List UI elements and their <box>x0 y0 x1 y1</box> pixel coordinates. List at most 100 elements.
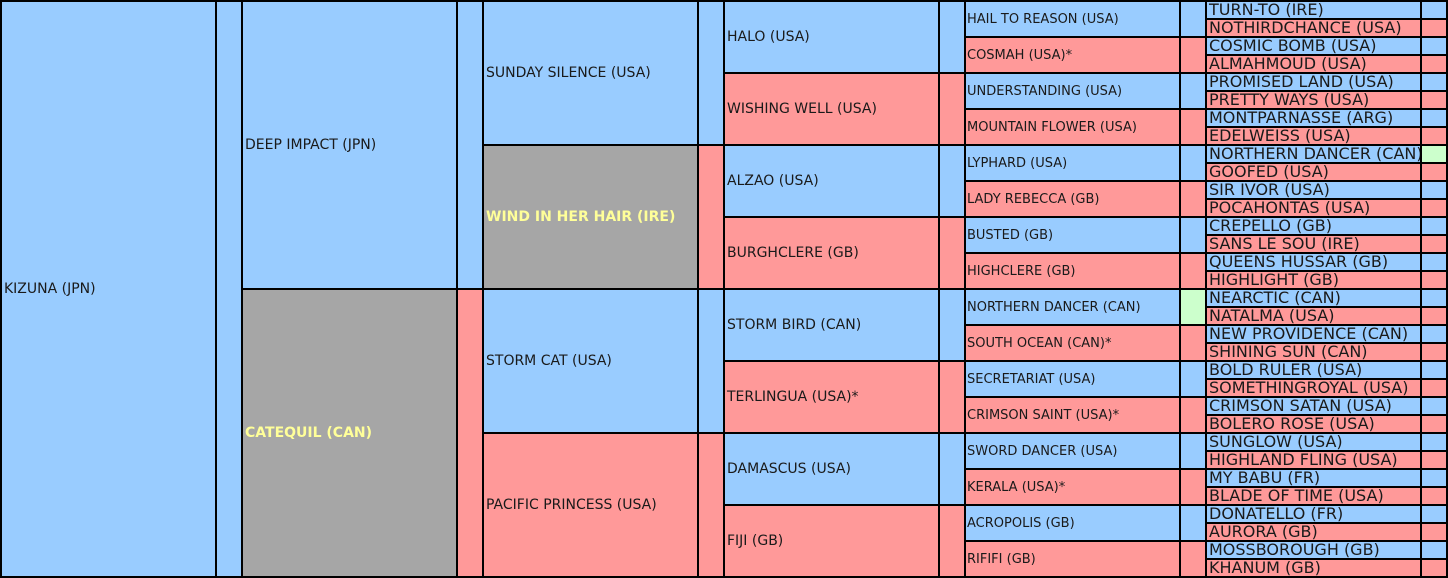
pedigree-cell-g3: STORM CAT (USA) <box>484 290 697 432</box>
horse-name: SUNDAY SILENCE (USA) <box>486 65 651 81</box>
pedigree-cell-g6: COSMIC BOMB (USA) <box>1207 38 1420 54</box>
pedigree-spacer <box>699 290 723 432</box>
pedigree-cell-g6: PROMISED LAND (USA) <box>1207 74 1420 90</box>
pedigree-spacer <box>1422 110 1446 126</box>
horse-name: KIZUNA (JPN) <box>4 281 96 297</box>
pedigree-cell-g6: HIGHLIGHT (GB) <box>1207 272 1420 288</box>
horse-name: HIGHCLERE (GB) <box>967 263 1076 279</box>
pedigree-spacer <box>1422 560 1446 576</box>
pedigree-spacer <box>1181 506 1205 540</box>
pedigree-spacer <box>1422 398 1446 414</box>
horse-name: WIND IN HER HAIR (IRE) <box>486 209 676 225</box>
pedigree-cell-g4: TERLINGUA (USA)* <box>725 362 938 432</box>
pedigree-spacer <box>1422 56 1446 72</box>
pedigree-cell-g3: WIND IN HER HAIR (IRE) <box>484 146 697 288</box>
pedigree-spacer <box>1422 524 1446 540</box>
horse-name: WISHING WELL (USA) <box>727 101 877 117</box>
pedigree-spacer <box>940 506 964 576</box>
horse-name: BOLD RULER (USA) <box>1209 362 1363 378</box>
horse-name: NEARCTIC (CAN) <box>1209 290 1341 306</box>
pedigree-cell-g5: CRIMSON SAINT (USA)* <box>966 398 1179 432</box>
pedigree-spacer <box>1181 398 1205 432</box>
horse-name: ALMAHMOUD (USA) <box>1209 56 1367 72</box>
pedigree-cell-g6: SANS LE SOU (IRE) <box>1207 236 1420 252</box>
pedigree-cell-g6: EDELWEISS (USA) <box>1207 128 1420 144</box>
pedigree-spacer <box>1181 254 1205 288</box>
horse-name: BOLERO ROSE (USA) <box>1209 416 1375 432</box>
pedigree-spacer <box>1422 2 1446 18</box>
pedigree-spacer <box>1422 200 1446 216</box>
pedigree-spacer <box>1422 434 1446 450</box>
horse-name: PRETTY WAYS (USA) <box>1209 92 1370 108</box>
pedigree-cell-g6: CRIMSON SATAN (USA) <box>1207 398 1420 414</box>
pedigree-spacer <box>1181 182 1205 216</box>
horse-name: COSMAH (USA)* <box>967 47 1073 63</box>
horse-name: TURN-TO (IRE) <box>1209 2 1324 18</box>
pedigree-spacer <box>1422 416 1446 432</box>
pedigree-spacer <box>1422 74 1446 90</box>
pedigree-cell-g6: BOLD RULER (USA) <box>1207 362 1420 378</box>
horse-name: PROMISED LAND (USA) <box>1209 74 1394 90</box>
pedigree-cell-g5: SOUTH OCEAN (CAN)* <box>966 326 1179 360</box>
pedigree-spacer <box>1181 38 1205 72</box>
pedigree-cell-g6: BOLERO ROSE (USA) <box>1207 416 1420 432</box>
horse-name: AURORA (GB) <box>1209 524 1318 540</box>
pedigree-cell-g1: KIZUNA (JPN) <box>2 2 215 576</box>
pedigree-cell-g6: SOMETHINGROYAL (USA) <box>1207 380 1420 396</box>
pedigree-spacer <box>1422 146 1446 162</box>
pedigree-cell-g6: NORTHERN DANCER (CAN) <box>1207 146 1420 162</box>
pedigree-spacer <box>1422 182 1446 198</box>
pedigree-spacer <box>940 362 964 432</box>
pedigree-spacer <box>1422 542 1446 558</box>
horse-name: SHINING SUN (CAN) <box>1209 344 1368 360</box>
pedigree-cell-g6: BLADE OF TIME (USA) <box>1207 488 1420 504</box>
horse-name: NOTHIRDCHANCE (USA) <box>1209 20 1402 36</box>
pedigree-cell-g3: SUNDAY SILENCE (USA) <box>484 2 697 144</box>
horse-name: RIFIFI (GB) <box>967 551 1036 567</box>
pedigree-cell-g5: MOUNTAIN FLOWER (USA) <box>966 110 1179 144</box>
pedigree-cell-g5: SECRETARIAT (USA) <box>966 362 1179 396</box>
pedigree-cell-g2: DEEP IMPACT (JPN) <box>243 2 456 288</box>
horse-name: KERALA (USA)* <box>967 479 1066 495</box>
pedigree-spacer <box>1422 236 1446 252</box>
horse-name: SANS LE SOU (IRE) <box>1209 236 1360 252</box>
pedigree-cell-g6: SUNGLOW (USA) <box>1207 434 1420 450</box>
horse-name: NATALMA (USA) <box>1209 308 1335 324</box>
pedigree-cell-g6: MOSSBOROUGH (GB) <box>1207 542 1420 558</box>
horse-name: SWORD DANCER (USA) <box>967 443 1118 459</box>
horse-name: BURGHCLERE (GB) <box>727 245 859 261</box>
pedigree-cell-g6: CREPELLO (GB) <box>1207 218 1420 234</box>
pedigree-spacer <box>1422 488 1446 504</box>
pedigree-spacer <box>1422 128 1446 144</box>
horse-name: MY BABU (FR) <box>1209 470 1321 486</box>
pedigree-spacer <box>940 146 964 216</box>
horse-name: NORTHERN DANCER (CAN) <box>1209 146 1420 162</box>
horse-name: MOSSBOROUGH (GB) <box>1209 542 1380 558</box>
horse-name: HALO (USA) <box>727 29 810 45</box>
horse-name: SOMETHINGROYAL (USA) <box>1209 380 1409 396</box>
pedigree-spacer <box>699 2 723 144</box>
pedigree-spacer <box>699 434 723 576</box>
pedigree-spacer <box>1181 290 1205 324</box>
horse-name: HIGHLAND FLING (USA) <box>1209 452 1398 468</box>
pedigree-cell-g3: PACIFIC PRINCESS (USA) <box>484 434 697 576</box>
pedigree-spacer <box>1422 344 1446 360</box>
pedigree-spacer <box>1422 290 1446 306</box>
pedigree-spacer <box>1181 542 1205 576</box>
pedigree-spacer <box>940 74 964 144</box>
horse-name: KHANUM (GB) <box>1209 560 1321 576</box>
pedigree-spacer <box>217 2 241 576</box>
horse-name: BLADE OF TIME (USA) <box>1209 488 1384 504</box>
pedigree-cell-g6: KHANUM (GB) <box>1207 560 1420 576</box>
horse-name: HIGHLIGHT (GB) <box>1209 272 1339 288</box>
pedigree-cell-g5: HIGHCLERE (GB) <box>966 254 1179 288</box>
pedigree-spacer <box>1422 164 1446 180</box>
horse-name: ACROPOLIS (GB) <box>967 515 1075 531</box>
horse-name: LADY REBECCA (GB) <box>967 191 1100 207</box>
pedigree-cell-g6: DONATELLO (FR) <box>1207 506 1420 522</box>
pedigree-cell-g5: HAIL TO REASON (USA) <box>966 2 1179 36</box>
horse-name: STORM BIRD (CAN) <box>727 317 862 333</box>
pedigree-spacer <box>1422 470 1446 486</box>
horse-name: CRIMSON SATAN (USA) <box>1209 398 1392 414</box>
